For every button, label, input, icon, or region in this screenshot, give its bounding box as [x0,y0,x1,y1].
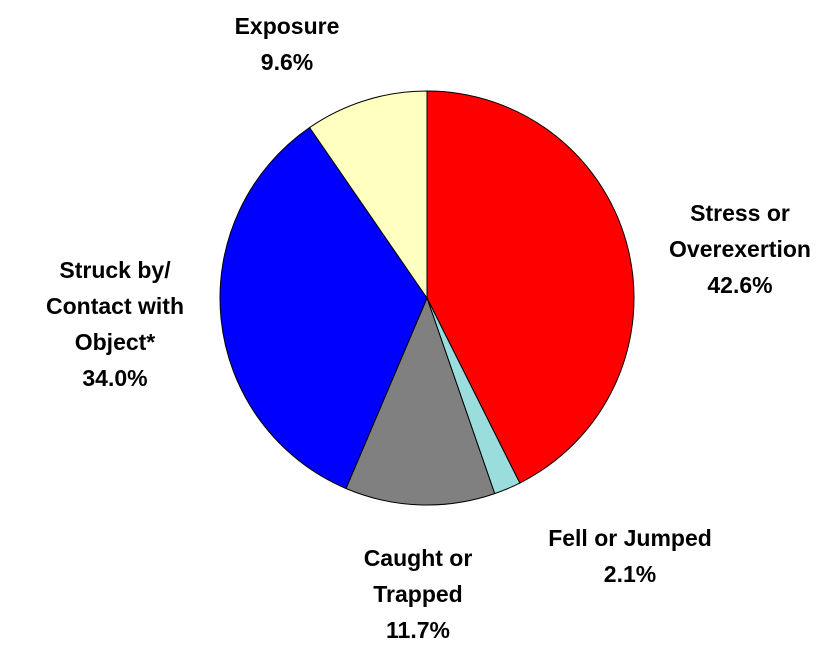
slice-label: Stress or Overexertion 42.6% [642,195,838,303]
category-label: Caught or Trapped [363,545,473,607]
slice-label: Exposure 9.6% [187,8,387,80]
value-label: 11.7% [386,617,450,643]
category-label: Exposure [234,13,340,39]
slice-label: Caught or Trapped 11.7% [333,540,503,646]
value-label: 34.0% [82,365,148,391]
pie-slice [426,90,635,484]
value-label: 9.6% [260,49,314,75]
value-label: 42.6% [707,272,773,298]
slice-label: Struck by/ Contact with Object* 34.0% [15,252,215,396]
category-label: Struck by/ Contact with Object* [46,257,184,355]
category-label: Fell or Jumped [548,525,712,551]
pie-slice [219,126,428,490]
pie-slice [308,90,428,300]
pie-slice [345,296,496,506]
category-label: Stress or Overexertion [669,200,811,262]
slice-label: Fell or Jumped 2.1% [500,520,760,592]
value-label: 2.1% [603,561,657,587]
